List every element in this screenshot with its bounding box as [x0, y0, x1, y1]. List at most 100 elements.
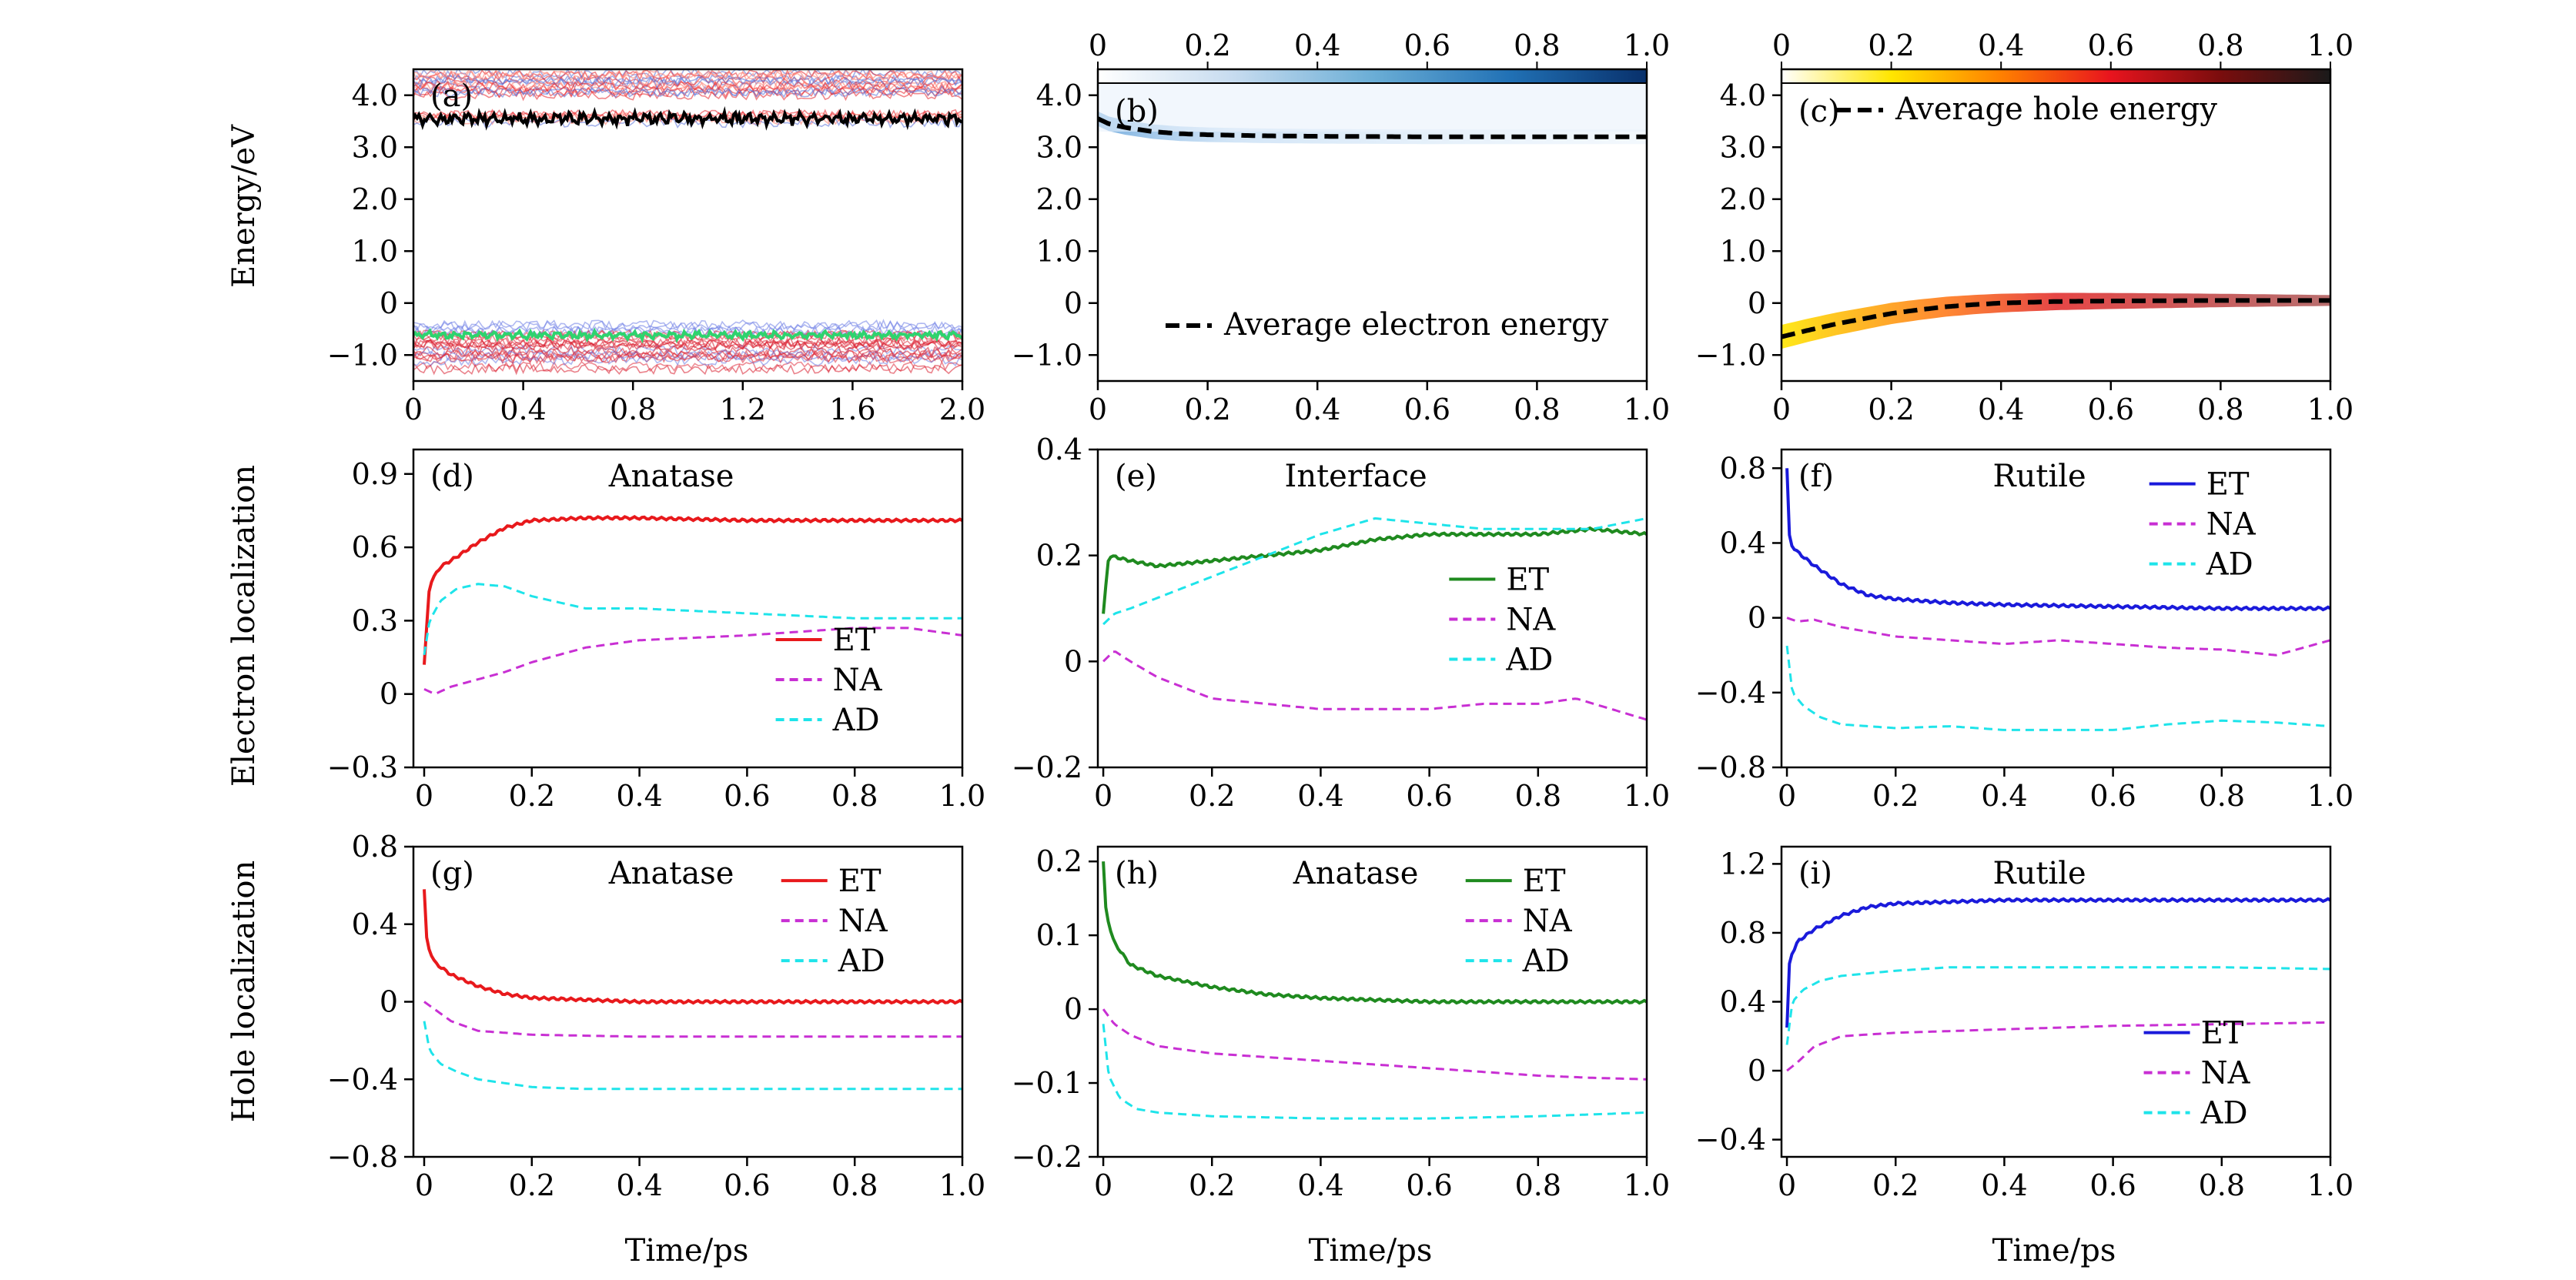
- x-tick-label-h-4: 0.8: [1515, 1168, 1561, 1202]
- x-tick-label-i-0: 0: [1778, 1168, 1796, 1202]
- axes-frame-c: [1780, 68, 2332, 383]
- panel-label-b: (b): [1115, 94, 1159, 129]
- y-tick-label-f-2: 0: [1748, 601, 1766, 635]
- x-tick-label-d-2: 0.4: [616, 779, 662, 813]
- x-tick-label-h-3: 0.6: [1406, 1168, 1452, 1202]
- legend-label-d-ET: ET: [833, 623, 876, 658]
- x-tick-label-a-0: 0: [404, 393, 423, 426]
- series-line-f-AD: [1785, 645, 2330, 731]
- x-tick-label-g-1: 0.2: [509, 1168, 555, 1202]
- axes-frame-e: [1096, 448, 1648, 769]
- panel-title-i: Rutile: [1993, 856, 2086, 891]
- series-line-i-ET: [1785, 897, 2330, 1028]
- series-line-i-AD: [1785, 966, 2330, 1045]
- y-tick-label-h-3: 0.1: [1036, 918, 1082, 952]
- y-tick-label-c-0: −1.0: [1695, 338, 1766, 372]
- y-tick-label-g-4: 0.8: [352, 830, 398, 864]
- axes-frame-a: [412, 68, 964, 383]
- plot-area-e: [1102, 516, 1647, 721]
- panel-title-f: Rutile: [1993, 459, 2086, 494]
- y-tick-label-a-2: 1.0: [352, 234, 398, 268]
- panel-h: 0 0.2 0.4 0.6 0.8 1.0 −0.2 −0.1 0 0.1 0.2 (h) Anatas…: [1012, 844, 1671, 1202]
- colorbar-tick-label-c-5: 1.0: [2307, 28, 2354, 62]
- y-tick-label-d-2: 0.3: [352, 603, 398, 637]
- y-tick-label-i-3: 0.8: [1720, 916, 1766, 950]
- y-tick-label-e-2: 0.2: [1036, 539, 1082, 573]
- x-tick-label-a-5: 2.0: [939, 393, 985, 426]
- series-line-d-NA: [423, 627, 962, 695]
- x-label-left: Time/ps: [625, 1233, 749, 1268]
- x-tick-label-g-4: 0.8: [831, 1168, 878, 1202]
- axes-frame-h: [1096, 845, 1648, 1158]
- y-tick-label-g-2: 0: [380, 985, 398, 1019]
- band-trace-1-8: [413, 336, 962, 349]
- y-tick-label-b-5: 4.0: [1036, 79, 1082, 112]
- panel-label-g: (g): [430, 856, 474, 891]
- x-label-middle: Time/ps: [1309, 1233, 1433, 1268]
- x-tick-label-c-2: 0.4: [1978, 393, 2024, 426]
- y-tick-label-h-4: 0.2: [1036, 844, 1082, 878]
- x-tick-label-d-1: 0.2: [509, 779, 555, 813]
- y-tick-label-d-1: 0: [380, 677, 398, 711]
- legend-label-e-NA: NA: [1506, 603, 1556, 638]
- axes-frame-f: [1780, 448, 2332, 769]
- y-tick-label-f-3: 0.4: [1720, 526, 1766, 560]
- x-tick-label-d-5: 1.0: [939, 779, 985, 813]
- band-trace-1-19: [413, 319, 962, 331]
- x-tick-label-e-1: 0.2: [1189, 779, 1235, 813]
- x-tick-label-b-3: 0.6: [1404, 393, 1450, 426]
- y-tick-label-a-5: 4.0: [352, 79, 398, 112]
- band-trace-1-10: [413, 325, 962, 338]
- legend-label-i-NA: NA: [2201, 1056, 2251, 1091]
- panel-label-f: (f): [1798, 459, 1834, 494]
- x-tick-label-b-0: 0: [1089, 393, 1107, 426]
- panel-f: 0 0.2 0.4 0.6 0.8 1.0 −0.8 −0.4 0 0.4 0.8 (f) Rutile…: [1695, 448, 2354, 813]
- y-tick-label-b-1: 0: [1064, 286, 1082, 320]
- series-line-c-Average hole energy: [1781, 298, 2330, 339]
- panel-label-i: (i): [1798, 856, 1832, 891]
- axes-frame-d: [412, 448, 964, 769]
- plot-area-g: [423, 889, 962, 1091]
- series-line-g-AD: [423, 1021, 962, 1091]
- y-tick-label-a-1: 0: [380, 286, 398, 320]
- density-c: [1781, 292, 2330, 349]
- series-line-h-AD: [1102, 1024, 1647, 1120]
- panel-title-h: Anatase: [1293, 856, 1419, 891]
- y-tick-label-c-4: 3.0: [1720, 130, 1766, 164]
- plot-area-d: [423, 514, 962, 695]
- x-tick-label-b-5: 1.0: [1624, 393, 1670, 426]
- colorbar-tick-label-c-1: 0.2: [1868, 28, 1914, 62]
- axes-frame-i: [1780, 845, 2332, 1158]
- legend-label-h-ET: ET: [1523, 864, 1566, 899]
- colorbar-tick-label-c-2: 0.4: [1978, 28, 2024, 62]
- band-trace-1-17: [413, 353, 962, 365]
- legend-label-c: Average hole energy: [1895, 92, 2217, 127]
- legend-label-f-NA: NA: [2206, 507, 2257, 543]
- panel-label-c: (c): [1798, 94, 1840, 129]
- band-trace-1-21: [413, 339, 962, 352]
- y-tick-label-c-1: 0: [1748, 286, 1766, 320]
- colorbar-tick-label-b-3: 0.6: [1404, 28, 1450, 62]
- x-tick-label-d-0: 0: [415, 779, 433, 813]
- y-label-electron-localization: Electron localization: [226, 465, 262, 787]
- x-tick-label-e-3: 0.6: [1406, 779, 1452, 813]
- legend-label-e-ET: ET: [1506, 563, 1549, 598]
- x-tick-label-i-1: 0.2: [1872, 1168, 1919, 1202]
- y-tick-label-i-4: 1.2: [1720, 847, 1766, 881]
- x-tick-label-g-3: 0.6: [724, 1168, 770, 1202]
- band-trace-1-15: [413, 363, 962, 376]
- y-tick-label-e-3: 0.4: [1036, 433, 1082, 466]
- colorbar-tick-label-c-0: 0: [1772, 28, 1791, 62]
- x-tick-label-c-4: 0.8: [2197, 393, 2243, 426]
- legend-label-f-AD: AD: [2206, 547, 2253, 583]
- colorbar-tick-label-b-1: 0.2: [1184, 28, 1230, 62]
- band-trace-0-10: [413, 69, 962, 82]
- x-tick-label-f-1: 0.2: [1872, 779, 1919, 813]
- y-tick-label-h-2: 0: [1064, 992, 1082, 1026]
- x-tick-label-g-2: 0.4: [616, 1168, 662, 1202]
- y-tick-label-a-3: 2.0: [352, 182, 398, 216]
- legend-label-i-ET: ET: [2201, 1016, 2244, 1051]
- panel-b: 0 0.2 0.4 0.6 0.8 1.00 0.2 0.4 0.6 0.8 1.0−1.001.0…: [1012, 28, 1671, 426]
- band-trace-1-13: [413, 355, 962, 367]
- series-line-b-Average electron energy: [1098, 116, 1647, 139]
